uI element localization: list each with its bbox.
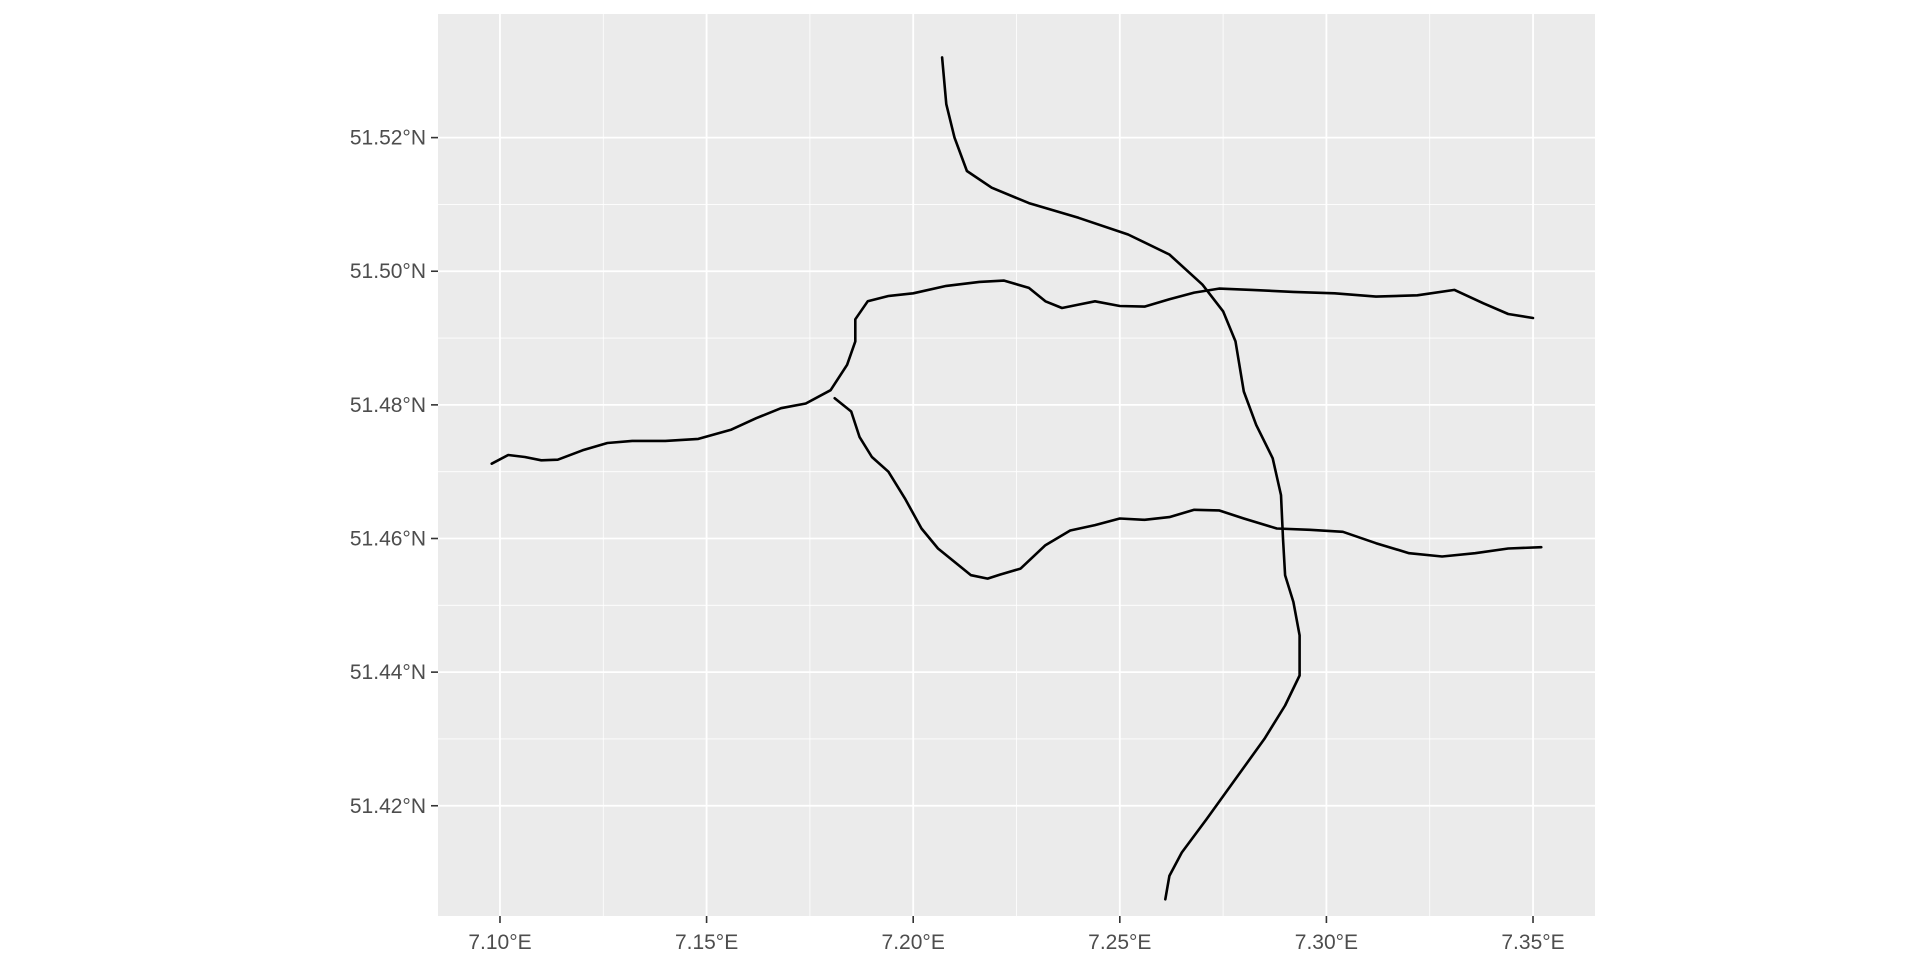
route-line-1 [490,279,1535,466]
x-tick-label: 7.25°E [1088,931,1151,954]
x-tick-label: 7.20°E [882,931,945,954]
route-line-2 [833,396,1543,580]
x-tick-label: 7.35°E [1501,931,1564,954]
y-axis-labels: 51.42°N 51.44°N 51.46°N 51.48°N 51.50°N 51.52… [350,127,426,818]
y-tick-label: 51.44°N [350,661,426,684]
route-lines [490,56,1543,901]
x-tick-label: 7.30°E [1295,931,1358,954]
y-tick-label: 51.50°N [350,260,426,283]
grid-lines [438,14,1595,916]
y-tick-label: 51.48°N [350,394,426,417]
route-line-3 [940,56,1301,901]
x-axis-labels: 7.10°E 7.15°E 7.20°E 7.25°E 7.30°E 7.35°E [468,931,1564,954]
axis-ticks [431,136,1534,923]
y-tick-label: 51.52°N [350,127,426,150]
y-tick-label: 51.42°N [350,795,426,818]
y-tick-label: 51.46°N [350,527,426,550]
x-tick-label: 7.15°E [675,931,738,954]
x-tick-label: 7.10°E [468,931,531,954]
